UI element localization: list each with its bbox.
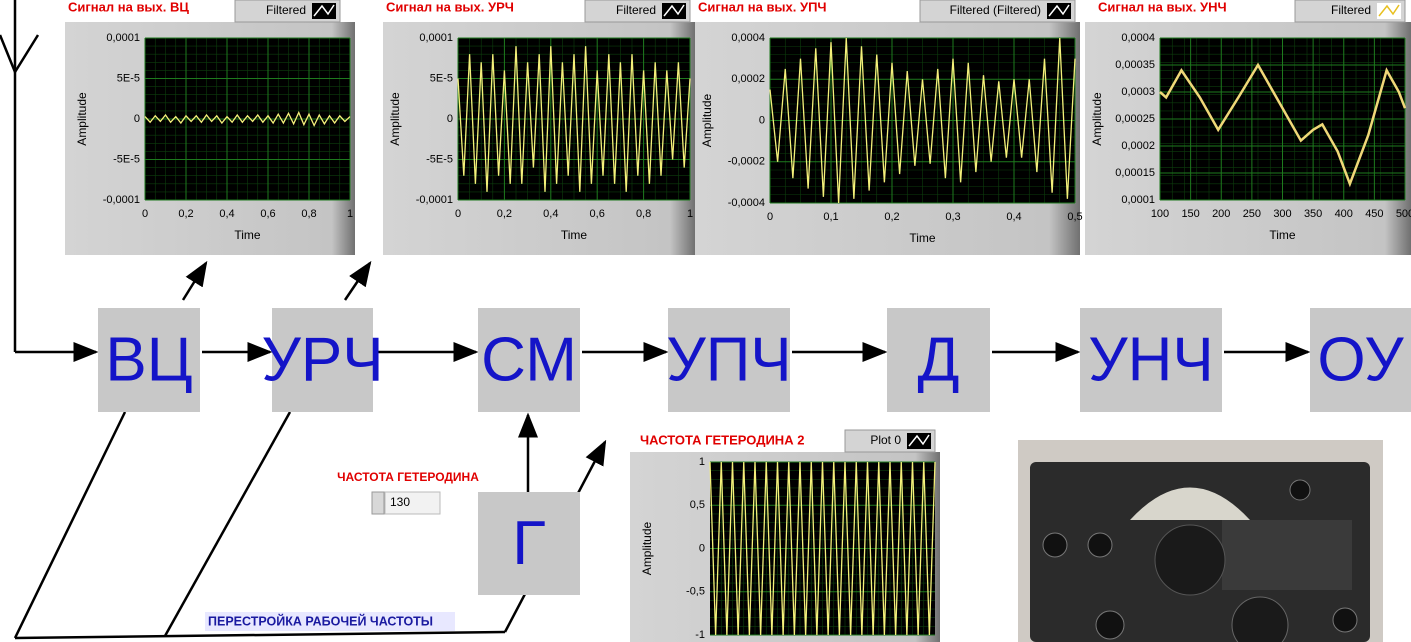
y-tick-label: 0,5 — [690, 499, 705, 511]
x-axis-label: Time — [561, 228, 588, 242]
x-tick-label: 0,5 — [1067, 211, 1082, 223]
block-label: ОУ — [1317, 325, 1404, 394]
x-tick-label: 100 — [1151, 208, 1169, 220]
block-label: Г — [512, 509, 546, 578]
x-axis-label: Time — [909, 231, 936, 245]
generator-label: ЧАСТОТА ГЕТЕРОДИНА — [337, 470, 479, 484]
y-axis-label: Amplitude — [700, 94, 714, 148]
x-tick-label: 0 — [455, 208, 461, 220]
y-tick-label: 0,0002 — [731, 73, 765, 85]
y-tick-label: 1 — [699, 456, 705, 468]
y-tick-label: 0,00025 — [1115, 113, 1155, 125]
y-tick-label: -0,0002 — [728, 156, 765, 168]
y-tick-label: 0,00035 — [1115, 59, 1155, 71]
block-label: УРЧ — [261, 325, 383, 394]
block-label: Д — [918, 325, 960, 394]
x-tick-label: 200 — [1212, 208, 1230, 220]
front-panel: ЧАСТОТА ГЕТЕРОДИНА 130 ПЕРЕСТРОЙКА РАБОЧ… — [0, 0, 1411, 642]
x-tick-label: 0,3 — [945, 211, 960, 223]
block-label: УПЧ — [666, 325, 791, 394]
y-tick-label: -0,5 — [686, 586, 705, 598]
legend-icon — [1047, 3, 1071, 19]
x-tick-label: 150 — [1181, 208, 1199, 220]
y-tick-label: -0,0001 — [103, 194, 140, 206]
x-tick-label: 0 — [142, 208, 148, 220]
y-axis-label: Amplitude — [75, 92, 89, 146]
legend-label: Filtered — [1331, 3, 1371, 17]
y-tick-label: 0,0001 — [106, 32, 140, 44]
y-tick-label: 0,0004 — [1121, 32, 1155, 44]
x-tick-label: 500 — [1396, 208, 1411, 220]
y-tick-label: 0 — [759, 114, 765, 126]
y-axis-label: Amplitude — [1090, 92, 1104, 146]
x-tick-label: 0 — [767, 211, 773, 223]
block-label: УНЧ — [1088, 325, 1213, 394]
x-tick-label: 0,1 — [823, 211, 838, 223]
y-tick-label: 0 — [447, 113, 453, 125]
x-tick-label: 450 — [1365, 208, 1383, 220]
x-tick-label: 1 — [687, 208, 693, 220]
legend-icon — [312, 3, 336, 19]
y-tick-label: 0,0001 — [419, 32, 453, 44]
y-tick-label: 5E-5 — [430, 72, 453, 84]
x-tick-label: 0,8 — [301, 208, 316, 220]
graph-title: Сигнал на вых. ВЦ — [68, 0, 189, 14]
graph-title: Сигнал на вых. УРЧ — [386, 0, 514, 14]
legend-label: Plot 0 — [870, 433, 901, 447]
y-tick-label: 0,0003 — [1121, 86, 1155, 98]
x-tick-label: 0,4 — [543, 208, 558, 220]
x-tick-label: 0,2 — [497, 208, 512, 220]
x-tick-label: 0,4 — [219, 208, 234, 220]
x-axis-label: Time — [234, 228, 261, 242]
y-tick-label: 0,00015 — [1115, 167, 1155, 179]
x-tick-label: 0,6 — [260, 208, 275, 220]
x-tick-label: 250 — [1243, 208, 1261, 220]
y-tick-label: -0,0004 — [728, 197, 765, 209]
y-tick-label: -1 — [695, 629, 705, 641]
legend-label: Filtered — [616, 3, 656, 17]
x-axis-label: Time — [1269, 228, 1296, 242]
x-tick-label: 1 — [347, 208, 353, 220]
graph-title: ЧАСТОТА ГЕТЕРОДИНА 2 — [640, 432, 804, 447]
y-axis-label: Amplitude — [640, 522, 654, 576]
y-tick-label: -0,0001 — [416, 194, 453, 206]
y-tick-label: -5E-5 — [426, 153, 453, 165]
radio-photo — [1018, 440, 1383, 642]
x-tick-label: 0,4 — [1006, 211, 1021, 223]
block-label: ВЦ — [105, 325, 192, 394]
y-tick-label: 0 — [134, 113, 140, 125]
y-tick-label: 5E-5 — [117, 72, 140, 84]
x-tick-label: 0,2 — [178, 208, 193, 220]
x-tick-label: 0,2 — [884, 211, 899, 223]
retune-label: ПЕРЕСТРОЙКА РАБОЧЕЙ ЧАСТОТЫ — [208, 613, 433, 628]
x-tick-label: 300 — [1273, 208, 1291, 220]
spinner-buttons[interactable] — [372, 492, 384, 514]
legend-icon — [1377, 3, 1401, 19]
legend-label: Filtered — [266, 3, 306, 17]
y-tick-label: 0 — [699, 542, 705, 554]
y-tick-label: 0,0002 — [1121, 140, 1155, 152]
x-tick-label: 400 — [1335, 208, 1353, 220]
legend-icon — [662, 3, 686, 19]
y-tick-label: 0,0004 — [731, 32, 765, 44]
x-tick-label: 0,8 — [636, 208, 651, 220]
graph-title: Сигнал на вых. УНЧ — [1098, 0, 1227, 14]
generator-value: 130 — [390, 495, 410, 509]
legend-icon — [907, 433, 931, 449]
x-tick-label: 350 — [1304, 208, 1322, 220]
x-tick-label: 0,6 — [590, 208, 605, 220]
y-axis-label: Amplitude — [388, 92, 402, 146]
y-tick-label: 0,0001 — [1121, 194, 1155, 206]
graph-title: Сигнал на вых. УПЧ — [698, 0, 827, 14]
block-label: СМ — [481, 325, 577, 394]
legend-label: Filtered (Filtered) — [950, 3, 1041, 17]
y-tick-label: -5E-5 — [113, 153, 140, 165]
